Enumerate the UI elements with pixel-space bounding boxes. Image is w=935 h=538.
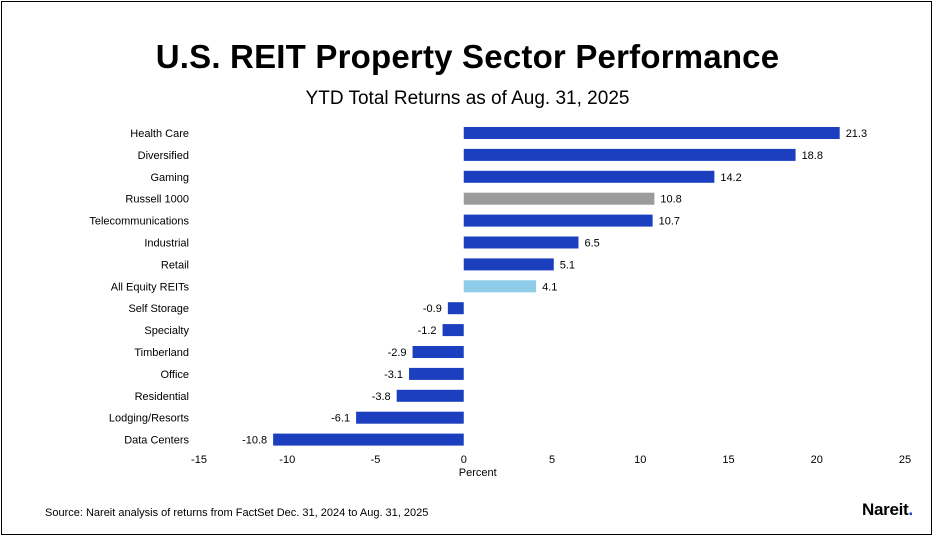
data-label: 6.5 bbox=[584, 238, 599, 250]
category-label: Timberland bbox=[134, 347, 189, 359]
chart-subtitle: YTD Total Returns as of Aug. 31, 2025 bbox=[305, 88, 630, 109]
category-label: Data Centers bbox=[124, 435, 189, 447]
x-tick-label: 15 bbox=[722, 454, 734, 466]
x-tick-label: 5 bbox=[549, 454, 555, 466]
bar-self-storage bbox=[447, 302, 464, 315]
x-axis-label: Percent bbox=[459, 467, 497, 479]
bar-gaming bbox=[463, 170, 715, 183]
bar-russell-1000 bbox=[463, 192, 655, 205]
data-label: -2.9 bbox=[388, 347, 407, 359]
category-label: Russell 1000 bbox=[125, 194, 189, 206]
category-label: Residential bbox=[135, 391, 189, 403]
data-label: -3.8 bbox=[372, 391, 391, 403]
x-tick-label: -5 bbox=[371, 454, 381, 466]
bar-specialty bbox=[442, 324, 464, 337]
data-label: 21.3 bbox=[846, 128, 867, 140]
bar-data-centers bbox=[273, 433, 464, 446]
x-tick-label: 0 bbox=[461, 454, 467, 466]
x-tick-label: -10 bbox=[279, 454, 295, 466]
logo-dot-icon: . bbox=[908, 500, 913, 519]
category-label: Retail bbox=[161, 259, 189, 271]
category-label: Industrial bbox=[144, 238, 189, 250]
category-label: Self Storage bbox=[128, 303, 189, 315]
category-label: Health Care bbox=[130, 128, 189, 140]
bar-health-care bbox=[463, 127, 840, 139]
data-label: -0.9 bbox=[423, 303, 442, 315]
category-label: Gaming bbox=[150, 172, 189, 184]
data-label: 4.1 bbox=[542, 281, 557, 293]
bar-telecommunications bbox=[463, 214, 653, 227]
bar-residential bbox=[396, 389, 464, 402]
category-label: Specialty bbox=[144, 325, 189, 337]
data-label: -10.8 bbox=[242, 435, 267, 447]
bar-timberland bbox=[412, 346, 464, 358]
data-label: 10.7 bbox=[659, 216, 680, 228]
data-label: 18.8 bbox=[802, 150, 823, 162]
data-label: 14.2 bbox=[720, 172, 741, 184]
data-label: -1.2 bbox=[418, 325, 437, 337]
category-label: Office bbox=[160, 369, 189, 381]
x-tick-label: 20 bbox=[811, 454, 823, 466]
x-tick-label: 10 bbox=[634, 454, 646, 466]
data-label: 10.8 bbox=[660, 194, 681, 206]
bar-diversified bbox=[463, 148, 796, 161]
bar-retail bbox=[463, 258, 554, 271]
x-tick-label: 25 bbox=[899, 454, 911, 466]
logo-text: Nareit bbox=[862, 500, 909, 519]
bar-office bbox=[409, 367, 464, 380]
category-label: Lodging/Resorts bbox=[109, 413, 190, 425]
chart-title: U.S. REIT Property Sector Performance bbox=[155, 38, 780, 75]
category-label: Telecommunications bbox=[89, 216, 189, 228]
data-label: -3.1 bbox=[384, 369, 403, 381]
category-label: Diversified bbox=[138, 150, 189, 162]
x-tick-label: -15 bbox=[191, 454, 207, 466]
nareit-logo: Nareit. bbox=[862, 500, 913, 520]
bar-industrial bbox=[463, 236, 579, 249]
data-label: 5.1 bbox=[560, 259, 575, 271]
category-label: All Equity REITs bbox=[111, 281, 190, 293]
bar-lodging-resorts bbox=[356, 411, 464, 424]
data-label: -6.1 bbox=[331, 413, 350, 425]
source-note: Source: Nareit analysis of returns from … bbox=[45, 507, 429, 519]
bar-all-equity-reits bbox=[463, 280, 537, 293]
